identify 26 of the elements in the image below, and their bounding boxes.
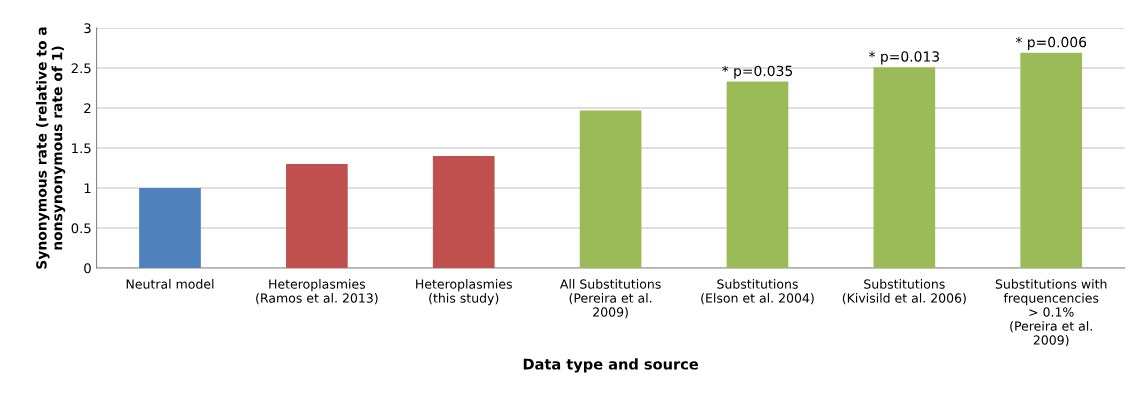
annotation: * p=0.013 (868, 51, 940, 65)
y-tick-label: 1 (84, 183, 91, 194)
y-tick-label: 0.5 (71, 223, 91, 234)
y-tick-label: 2 (84, 103, 91, 114)
y-tick-label: 1.5 (72, 143, 91, 154)
y-tick-label: 0 (84, 263, 91, 274)
bar (873, 67, 936, 268)
y-axis-title: Synonymous rate (relative to a nonsynonymous rate of 1) (35, 27, 66, 269)
x-tick-label: Substitutions (Kivisild et al. 2006) (842, 279, 966, 305)
y-tick-label: 3 (84, 23, 91, 34)
x-tick-label: All Substitutions (Pereira et al. 2009) (559, 279, 661, 319)
annotation: * p=0.035 (722, 65, 793, 79)
x-tick-label: Substitutions with frequencencies > 0.1% (Pereira et al. 2009) (995, 279, 1107, 347)
bar (579, 110, 642, 268)
x-tick-label: Neutral model (126, 279, 214, 289)
bar (726, 81, 789, 268)
x-tick-label: Heteroplasmies (Ramos et al. 2013) (256, 279, 378, 305)
annotation: * p=0.006 (1015, 36, 1087, 51)
x-tick-label: Substitutions (Elson et al. 2004) (701, 279, 814, 305)
bar (286, 164, 348, 268)
x-axis-title: Data type and source (523, 358, 699, 373)
bar (432, 156, 495, 268)
y-tick-label: 2.5 (71, 63, 91, 74)
bar (139, 188, 201, 268)
bar (1020, 52, 1083, 268)
x-tick-label: Heteroplasmies (this study) (416, 279, 512, 306)
